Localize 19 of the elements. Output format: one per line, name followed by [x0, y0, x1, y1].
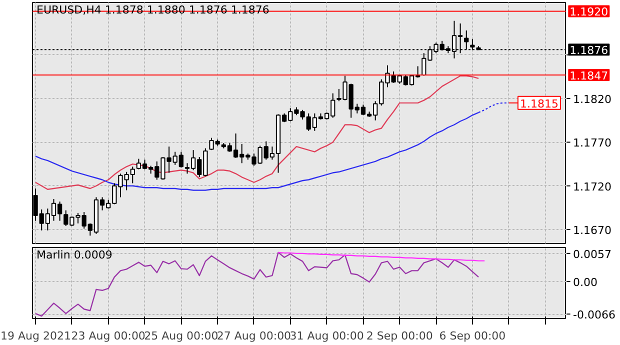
y-tick-label: 1.1820 [572, 93, 612, 106]
x-tick-label: 25 Aug 00:00 [144, 330, 218, 342]
y-tick-label: 1.1770 [572, 136, 612, 150]
ref-line-label: 1.1920 [570, 6, 608, 19]
annotation: 1.1815 [520, 97, 558, 110]
y-tick-label: 1.1720 [572, 180, 612, 194]
y-tick-label: 1.1670 [572, 224, 612, 238]
ref-line-label: 1.1876 [570, 44, 608, 58]
x-tick-label: 2 Sep 00:00 [366, 330, 433, 342]
y-tick-label: -0.0066 [572, 308, 616, 322]
y-tick-label: 0.00 [572, 276, 598, 290]
ref-line-label: 1.1847 [570, 69, 608, 82]
chart-title: Marlin 0.0009 [36, 248, 112, 262]
x-tick-label: 19 Aug 2021 [0, 330, 71, 342]
x-tick-label: 31 Aug 00:00 [290, 330, 364, 342]
x-tick-label: 23 Aug 00:00 [71, 330, 146, 342]
x-tick-label: 27 Aug 00:00 [216, 330, 292, 342]
x-tick-label: 6 Sep 00:00 [439, 330, 506, 342]
y-tick-label: 0.0057 [572, 248, 612, 261]
